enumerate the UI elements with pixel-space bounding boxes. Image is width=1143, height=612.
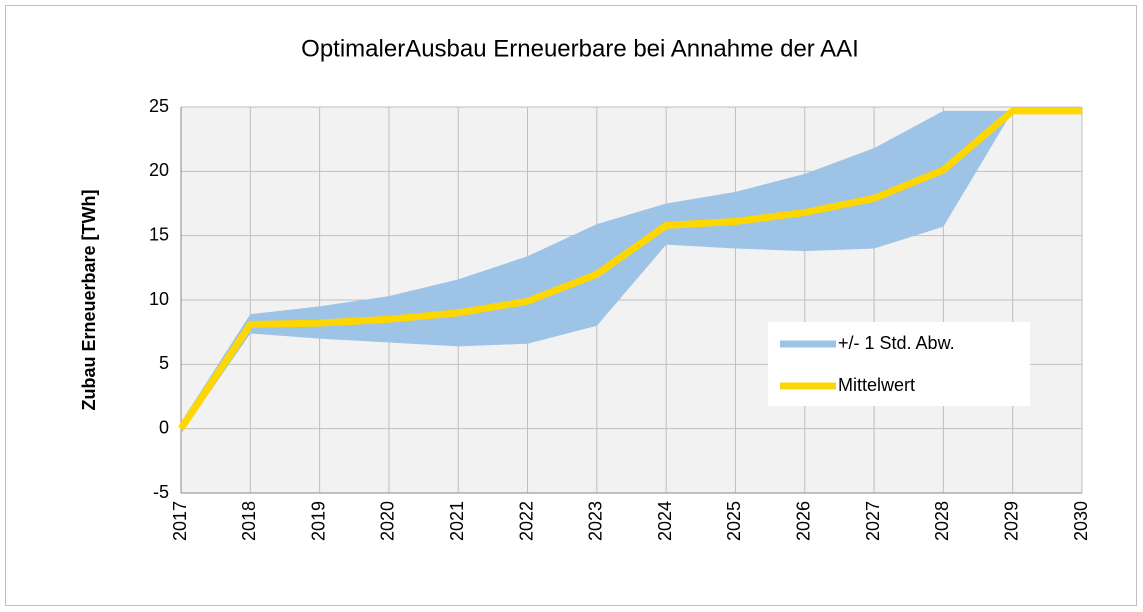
y-tick-label: 5 [159, 353, 169, 373]
y-axis-label: Zubau Erneuerbare [TWh] [79, 189, 99, 410]
legend-label: Mittelwert [838, 375, 915, 395]
y-tick-label: 10 [149, 289, 169, 309]
x-tick-label: 2021 [447, 501, 467, 541]
x-tick-label: 2017 [170, 501, 190, 541]
x-tick-label: 2020 [378, 501, 398, 541]
chart-title: OptimalerAusbau Erneuerbare bei Annahme … [301, 35, 859, 62]
legend-box [768, 322, 1030, 406]
x-tick-label: 2024 [655, 501, 675, 541]
x-tick-label: 2022 [516, 501, 536, 541]
x-tick-label: 2019 [308, 501, 328, 541]
x-tick-label: 2026 [794, 501, 814, 541]
y-tick-label: 25 [149, 96, 169, 116]
x-tick-label: 2029 [1001, 501, 1021, 541]
x-tick-label: 2028 [932, 501, 952, 541]
legend-label: +/- 1 Std. Abw. [838, 333, 955, 353]
y-tick-label: 0 [159, 417, 169, 437]
x-tick-label: 2030 [1071, 501, 1091, 541]
band-area [181, 110, 1082, 434]
x-tick-label: 2018 [239, 501, 259, 541]
x-tick-label: 2027 [863, 501, 883, 541]
x-tick-label: 2025 [724, 501, 744, 541]
x-tick-label: 2023 [586, 501, 606, 541]
y-tick-label: -5 [153, 482, 169, 502]
series-line [178, 107, 1082, 431]
y-tick-label: 15 [149, 224, 169, 244]
y-tick-label: 20 [149, 160, 169, 180]
